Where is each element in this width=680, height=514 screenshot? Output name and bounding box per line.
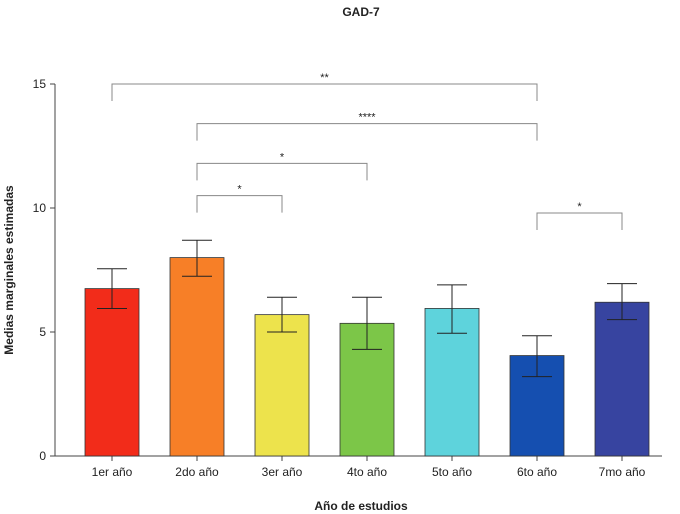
y-tick-label: 15 — [33, 77, 47, 91]
x-axis-title: Año de estudios — [314, 499, 408, 513]
error-bar — [437, 284, 467, 334]
bar — [169, 257, 225, 457]
error-bar — [352, 296, 382, 350]
bar — [84, 288, 140, 457]
error-bar — [97, 268, 127, 309]
significance-bracket — [196, 162, 368, 181]
error-bar — [267, 296, 297, 333]
x-tick-label: 7mo año — [599, 465, 646, 479]
significance-label: * — [280, 151, 285, 163]
error-bar — [182, 239, 212, 277]
bars — [84, 257, 650, 457]
x-tick-label: 4to año — [347, 465, 387, 479]
significance-bracket — [111, 83, 538, 101]
significance-bracket — [196, 123, 538, 141]
y-axis-title: Medias marginales estimadas — [2, 185, 16, 355]
error-bars — [97, 239, 637, 378]
significance-label: * — [577, 201, 582, 213]
error-bar — [607, 283, 637, 321]
error-bar — [522, 335, 552, 378]
bar — [594, 301, 650, 457]
significance-label: * — [237, 184, 242, 196]
x-tick-label: 2do año — [175, 465, 219, 479]
x-tick-label: 1er año — [92, 465, 133, 479]
chart-title: GAD-7 — [342, 5, 380, 19]
y-tick-label: 10 — [33, 201, 47, 215]
significance-label: ** — [320, 72, 329, 84]
bar — [254, 314, 310, 457]
x-tick-label: 3er año — [262, 465, 303, 479]
y-tick-label: 0 — [39, 449, 46, 463]
x-tick-label: 5to año — [432, 465, 472, 479]
significance-label: **** — [358, 112, 376, 124]
x-tick-label: 6to año — [517, 465, 557, 479]
significance-bracket — [196, 195, 283, 213]
tick-labels: 0 5 10 15 1er año 2do año 3er año 4to año 5to añ… — [33, 77, 646, 479]
y-tick-label: 5 — [39, 325, 46, 339]
significance-brackets: ********* — [111, 72, 623, 230]
significance-bracket — [536, 212, 623, 230]
